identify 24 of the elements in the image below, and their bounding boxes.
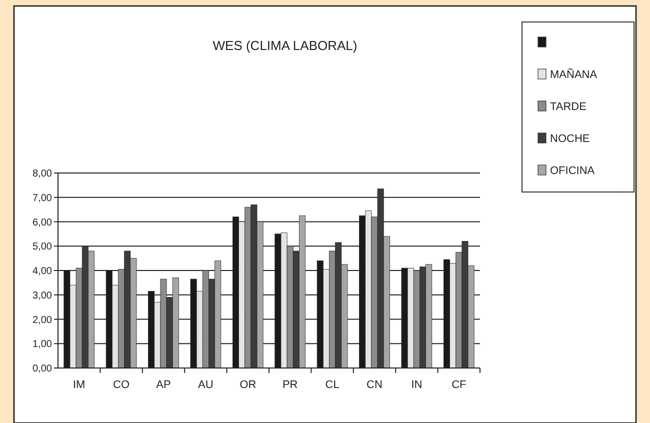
y-tick-label: 3,00 [32, 290, 52, 302]
x-tick-label: IN [411, 379, 422, 391]
chart-title: WES (CLIMA LABORAL) [212, 38, 358, 53]
y-tick-label: 2,00 [32, 314, 52, 326]
y-tick-label: 5,00 [32, 242, 52, 253]
x-tick-label: IM [72, 379, 86, 391]
y-tick-label: 1,00 [32, 339, 52, 350]
x-tick-label: AU [198, 379, 214, 391]
y-tick-label: 8,00 [32, 168, 52, 180]
legend-label: MAÑANA [550, 68, 598, 81]
legend-label: TARDE [550, 100, 586, 113]
x-tick-label: CF [452, 379, 467, 391]
legend-label: OFICINA [550, 164, 596, 177]
x-tick-label: AP [156, 379, 171, 391]
x-tick-label: CO [113, 379, 130, 391]
x-tick-label: OR [240, 379, 256, 391]
x-tick-label: PR [282, 379, 298, 391]
x-tick-label: CN [366, 379, 382, 391]
y-tick-label: 7,00 [32, 192, 52, 204]
y-tick-label: 6,00 [32, 217, 52, 228]
legend-label: NOCHE [550, 132, 590, 145]
y-tick-label: 4,00 [32, 266, 52, 277]
x-tick-label: CL [325, 379, 340, 391]
y-tick-label: 0,00 [32, 364, 52, 374]
